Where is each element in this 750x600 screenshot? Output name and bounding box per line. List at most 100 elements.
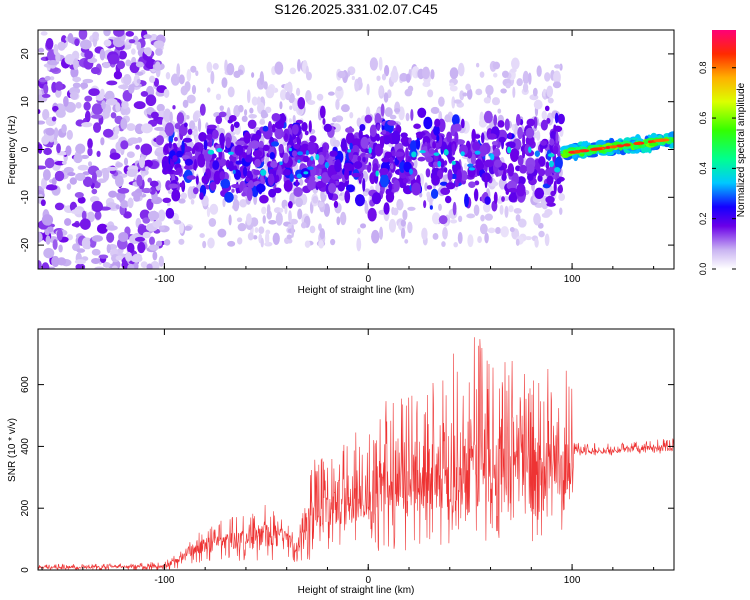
heatmap-cell (87, 147, 93, 157)
heatmap-cell (273, 207, 282, 214)
heatmap-cell (509, 227, 515, 233)
heatmap-cell (453, 99, 462, 104)
heatmap-cell (443, 160, 448, 166)
heatmap-cell (364, 188, 370, 193)
spectrogram-x-tick-label: 0 (365, 274, 371, 285)
heatmap-cell (247, 119, 257, 129)
heatmap-cell (115, 204, 120, 210)
heatmap-cell (364, 202, 369, 215)
heatmap-cell (256, 96, 261, 107)
heatmap-cell (522, 149, 526, 159)
heatmap-cell (340, 211, 347, 226)
heatmap-cell (544, 233, 550, 247)
heatmap-cell (64, 54, 76, 65)
heatmap-cell (212, 160, 220, 171)
heatmap-cell (126, 123, 136, 131)
heatmap-cell (504, 118, 510, 131)
heatmap-cell (513, 207, 522, 214)
heatmap-cell (288, 210, 292, 224)
heatmap-cell (228, 214, 232, 226)
heatmap-cell (392, 207, 399, 216)
heatmap-cell (558, 193, 566, 202)
heatmap-cell (237, 223, 247, 232)
heatmap-cell (317, 175, 322, 180)
heatmap-cell (366, 83, 370, 96)
heatmap-cell (364, 148, 370, 153)
heatmap-cell (374, 112, 382, 126)
heatmap-cell (55, 108, 66, 118)
heatmap-cell (333, 200, 339, 209)
heatmap-cell (58, 244, 63, 253)
heatmap-cell (466, 88, 473, 100)
heatmap-cell (254, 158, 261, 168)
heatmap-cell (515, 214, 521, 222)
heatmap-cell (262, 144, 270, 152)
heatmap-cell (443, 148, 449, 156)
heatmap-cell (407, 221, 413, 234)
heatmap-cell (490, 153, 495, 161)
heatmap-cell (331, 116, 337, 123)
heatmap-cell (115, 102, 121, 113)
heatmap-cell (126, 242, 135, 254)
heatmap-cell (554, 112, 559, 124)
heatmap-cell (77, 196, 86, 204)
heatmap-cell (365, 106, 371, 118)
heatmap-cell (133, 101, 146, 110)
heatmap-cell (182, 99, 189, 108)
heatmap-cell (449, 82, 455, 87)
heatmap-cell (184, 81, 191, 92)
heatmap-cell (417, 156, 426, 162)
heatmap-cell (158, 255, 165, 267)
spectrogram-y-tick-label: 0 (20, 146, 31, 152)
heatmap-cell (479, 223, 488, 235)
heatmap-cell (45, 37, 54, 50)
heatmap-cell (123, 74, 132, 86)
heatmap-cell (55, 52, 61, 63)
heatmap-cell (54, 170, 65, 182)
heatmap-cell (259, 71, 264, 86)
heatmap-cell (75, 143, 86, 155)
heatmap-cell (96, 150, 101, 157)
heatmap-cell (446, 131, 453, 143)
heatmap-cell (279, 161, 283, 166)
heatmap-cell (332, 139, 341, 148)
heatmap-cell (434, 118, 441, 128)
heatmap-cell (246, 187, 253, 201)
heatmap-cell (131, 48, 136, 55)
heatmap-cell (145, 166, 150, 171)
heatmap-cell (87, 138, 93, 149)
heatmap-cell (335, 99, 340, 111)
heatmap-cell (224, 191, 234, 203)
heatmap-cell (344, 189, 351, 204)
heatmap-cell (623, 143, 631, 147)
heatmap-cell (362, 156, 366, 163)
heatmap-cell (379, 135, 385, 149)
heatmap-cell (226, 107, 231, 119)
heatmap-cell (94, 266, 105, 269)
snr-panel: -100 0 100 0 200 400 600 Height of straight li… (7, 328, 675, 596)
heatmap-cell (356, 237, 362, 252)
heatmap-cell (108, 190, 118, 198)
heatmap-cell (360, 223, 367, 229)
heatmap-cell (535, 130, 541, 141)
heatmap-cell (304, 240, 311, 248)
heatmap-cell (51, 116, 57, 122)
heatmap-cell (340, 104, 350, 113)
heatmap-cell (195, 175, 199, 185)
heatmap-cell (181, 140, 185, 155)
heatmap-cell (106, 225, 118, 231)
heatmap-cell (379, 167, 389, 176)
heatmap-cell (430, 106, 440, 115)
heatmap-cell (516, 78, 523, 87)
heatmap-cell (289, 218, 298, 225)
heatmap-cell (528, 72, 532, 85)
heatmap-cell (73, 153, 83, 164)
heatmap-cell (425, 168, 431, 178)
heatmap-cell (209, 203, 219, 215)
heatmap-cell (533, 116, 538, 129)
heatmap-cell (127, 263, 135, 269)
heatmap-cell (66, 183, 72, 190)
heatmap-cell (67, 33, 74, 44)
heatmap-cell (103, 30, 111, 37)
heatmap-cell (357, 227, 361, 235)
